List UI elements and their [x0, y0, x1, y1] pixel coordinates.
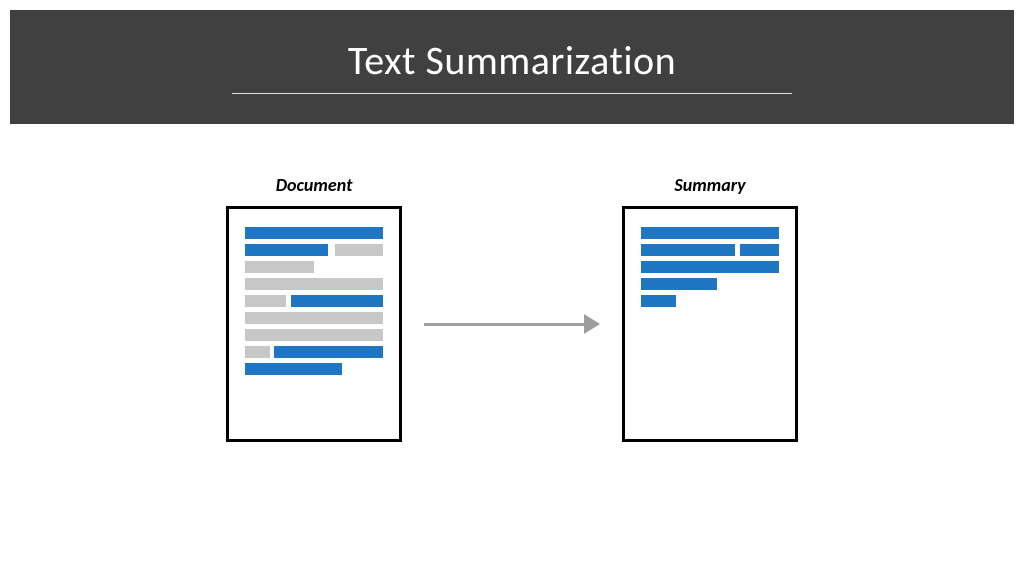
arrow-line [424, 323, 584, 326]
content-row [245, 295, 383, 307]
gap [328, 244, 335, 256]
blue-bar [245, 244, 328, 256]
blue-bar [740, 244, 779, 256]
content-row [245, 363, 383, 375]
content-row [245, 244, 383, 256]
summary-column: Summary [622, 174, 798, 442]
content-row [641, 261, 779, 273]
blue-bar [274, 346, 383, 358]
arrow-head-icon [584, 314, 600, 334]
summary-page [622, 206, 798, 442]
summary-label: Summary [674, 174, 745, 196]
content-row [641, 227, 779, 239]
blue-bar [641, 278, 717, 290]
title-banner-outer: Text Summarization [8, 8, 1016, 126]
gray-bar [335, 244, 383, 256]
gray-bar [245, 312, 383, 324]
blue-bar [291, 295, 383, 307]
blue-bar [641, 295, 676, 307]
content-row [641, 278, 779, 290]
content-row [245, 346, 383, 358]
blue-bar [641, 227, 779, 239]
page-title: Text Summarization [14, 36, 1010, 85]
content-row [245, 278, 383, 290]
blue-bar [641, 261, 779, 273]
blue-bar [641, 244, 735, 256]
content-row [245, 261, 383, 273]
gray-bar [245, 329, 383, 341]
title-underline [232, 93, 792, 94]
blue-bar [245, 227, 383, 239]
gray-bar [245, 346, 270, 358]
gray-bar [245, 261, 314, 273]
content-row [245, 329, 383, 341]
title-banner: Text Summarization [14, 14, 1010, 120]
document-column: Document [226, 174, 402, 442]
document-page [226, 206, 402, 442]
content-row [641, 244, 779, 256]
arrow [424, 174, 600, 334]
blue-bar [245, 363, 342, 375]
gray-bar [245, 295, 286, 307]
content-row [245, 312, 383, 324]
content-row [245, 227, 383, 239]
gray-bar [245, 278, 383, 290]
diagram: Document Summary [0, 174, 1024, 442]
document-label: Document [276, 174, 353, 196]
content-row [641, 295, 779, 307]
